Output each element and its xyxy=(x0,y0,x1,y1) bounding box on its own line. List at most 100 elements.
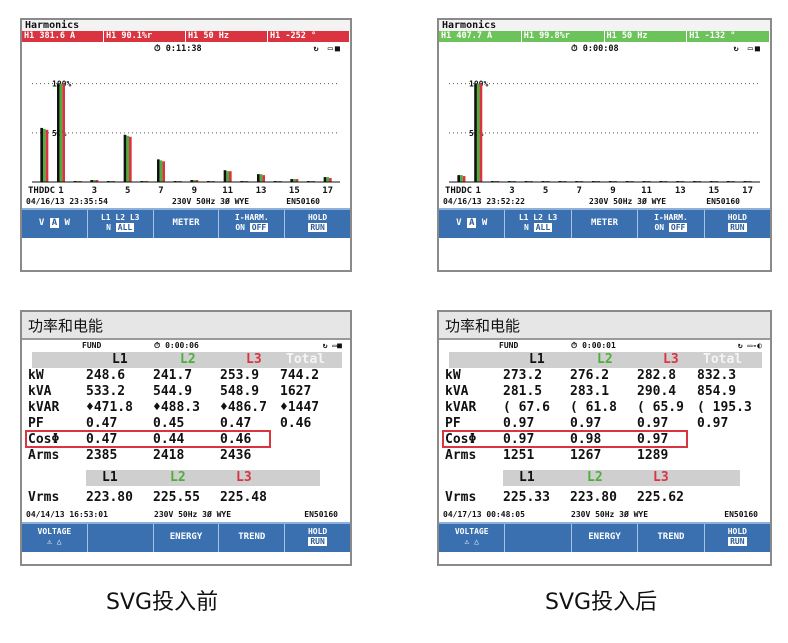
bar-l1-h5 xyxy=(123,134,127,182)
row-vrms: Vrms 225.33 223.80 225.62 xyxy=(445,490,684,505)
reading-current: H1 407.7 A xyxy=(439,31,522,42)
row-kvar: kVAR ♦471.8 ♦488.3 ♦486.7 ♦1447 xyxy=(28,400,320,415)
bar-l3-hthddc xyxy=(462,176,466,182)
reading-frequency: H1 50 Hz xyxy=(605,31,688,42)
row-kvar: kVAR( 67.6( 61.8( 65.9( 195.3 xyxy=(445,400,752,415)
phase-header: L1 L2 L3 Total xyxy=(449,352,762,368)
row-vrms: Vrms 223.80 225.55 225.48 xyxy=(28,490,267,505)
status-icons: ↻ ▭-◐ xyxy=(737,341,762,350)
bar-l2-h1 xyxy=(476,83,480,182)
x-tick-label: 3 xyxy=(509,186,514,196)
phase-softkey[interactable]: L1 L2 L3 N ALL xyxy=(88,210,154,238)
trend-softkey[interactable]: TREND xyxy=(219,524,286,552)
bar-l2-h3 xyxy=(93,180,96,182)
mode-text: FUND xyxy=(499,341,519,350)
hold-softkey[interactable]: HOLD RUN xyxy=(727,527,747,546)
header-total: Total xyxy=(703,352,743,367)
bar-l3-h1 xyxy=(62,83,65,182)
header-l3: L3 xyxy=(246,352,262,367)
bar-l1-hthddc xyxy=(40,127,43,182)
reading-bar: H1 407.7 A H1 99.8%r H1 50 Hz H1 -132 ° xyxy=(439,31,770,42)
bar-l2-h13 xyxy=(259,174,263,182)
hold-softkey[interactable]: HOLD RUN xyxy=(307,213,328,232)
bar-l2-h5 xyxy=(126,135,129,182)
reading-angle: H1 -252 ° xyxy=(268,31,350,42)
x-tick-label: 15 xyxy=(708,186,719,196)
bar-l1-h7 xyxy=(157,159,160,182)
reading-frequency: H1 50 Hz xyxy=(186,31,268,42)
row-arms: Arms 1251 1267 1289 xyxy=(445,448,669,463)
bar-l2-h15 xyxy=(293,179,296,182)
harmonics-screen-after: Harmonics H1 407.7 A H1 99.8%r H1 50 Hz … xyxy=(437,18,772,272)
bar-l3-h9 xyxy=(195,180,199,182)
energy-softkey[interactable]: ENERGY xyxy=(572,524,639,552)
vaw-softkey[interactable]: V A W xyxy=(439,210,506,238)
vaw-softkey[interactable]: V A W xyxy=(22,210,88,238)
blank-softkey[interactable] xyxy=(88,524,154,552)
screen-title: 功率和电能 xyxy=(439,312,770,340)
hold-softkey[interactable]: HOLD RUN xyxy=(727,213,747,232)
bar-l1-h1 xyxy=(57,83,60,182)
iharm-softkey[interactable]: I-HARM. ON OFF xyxy=(638,210,705,238)
energy-softkey[interactable]: ENERGY xyxy=(154,524,220,552)
header-l3: L3 xyxy=(663,352,679,367)
trend-softkey[interactable]: TREND xyxy=(638,524,705,552)
row-kw: kW 273.2 276.2 282.8 832.3 xyxy=(445,368,737,383)
config-text: 230V 50Hz 3Ø WYE xyxy=(571,510,649,519)
standard-text: EN50160 xyxy=(286,197,320,206)
status-line: ⏱ 0:11:38 ↻ ▭■ xyxy=(22,42,350,56)
standard-text: EN50160 xyxy=(706,197,740,206)
bar-l2-h11 xyxy=(226,171,229,182)
pf-highlight-box xyxy=(25,430,271,448)
bar-l2-hthddc xyxy=(43,128,46,182)
bar-l2-h17 xyxy=(326,177,329,182)
voltage-softkey[interactable]: VOLTAGE ⚠ △ xyxy=(22,524,88,552)
standard-text: EN50160 xyxy=(724,510,758,519)
config-text: 230V 50Hz 3Ø WYE xyxy=(172,197,250,206)
x-tick-label: 7 xyxy=(577,186,582,196)
header-l1: L1 xyxy=(112,352,128,367)
harmonics-screen-before: Harmonics H1 381.6 A H1 90.1%r H1 50 Hz … xyxy=(20,18,352,272)
softkey-bar: V A W L1 L2 L3 N ALL METER I-HARM. ON OFF … xyxy=(439,208,770,238)
screen-title: 功率和电能 xyxy=(22,312,350,340)
x-tick-label: 15 xyxy=(289,186,300,196)
reading-percent: H1 90.1%r xyxy=(104,31,186,42)
vrms-header: L1 L2 L3 xyxy=(503,470,740,486)
voltage-softkey[interactable]: VOLTAGE ⚠ △ xyxy=(439,524,506,552)
hold-softkey[interactable]: HOLD RUN xyxy=(307,527,328,546)
timer: ⏱ 0:00:08 xyxy=(571,44,619,54)
mode-text: FUND xyxy=(82,341,102,350)
row-pf: PF 0.47 0.45 0.47 0.46 xyxy=(28,416,312,431)
bar-l3-h13 xyxy=(262,175,265,182)
date-time: 04/16/13 23:35:54 xyxy=(26,197,108,206)
row-cosphi: CosΦ 0.97 0.98 0.97 xyxy=(445,432,669,447)
row-kw: kW 248.6 241.7 253.9 744.2 xyxy=(28,368,320,383)
x-tick-label: 3 xyxy=(92,186,97,196)
x-tick-label: 9 xyxy=(610,186,615,196)
x-tick-label: 17 xyxy=(742,186,753,196)
bar-l3-h11 xyxy=(229,171,232,182)
meter-softkey[interactable]: METER xyxy=(154,210,220,238)
x-tick-label: THDDC xyxy=(445,186,472,196)
power-screen-before: 功率和电能 FUND ⏱ 0:00:06 ↻ ▭■ L1 L2 L3 Total… xyxy=(20,310,352,566)
meter-softkey[interactable]: METER xyxy=(572,210,639,238)
standard-text: EN50160 xyxy=(304,510,338,519)
x-tick-label: 5 xyxy=(543,186,548,196)
x-tick-label: 7 xyxy=(158,186,163,196)
softkey-bar: V A W L1 L2 L3 N ALL METER I-HARM. ON OFF … xyxy=(22,208,350,238)
phase-softkey[interactable]: L1 L2 L3 N ALL xyxy=(505,210,572,238)
timer: ⏱ 0:00:06 xyxy=(154,341,199,350)
x-tick-label: 17 xyxy=(322,186,333,196)
header-l2: L2 xyxy=(597,352,613,367)
bar-l1-h9 xyxy=(190,180,193,182)
screen-title: Harmonics xyxy=(439,20,770,31)
reading-current: H1 381.6 A xyxy=(22,31,104,42)
bar-l1-h13 xyxy=(257,174,260,182)
bar-l1-h17 xyxy=(323,177,327,182)
iharm-softkey[interactable]: I-HARM. ON OFF xyxy=(219,210,286,238)
date-line: 04/17/13 00:48:05 230V 50Hz 3Ø WYE EN501… xyxy=(439,508,770,522)
x-tick-label: 1 xyxy=(58,186,63,196)
blank-softkey[interactable] xyxy=(505,524,572,552)
bar-l2-h1 xyxy=(59,83,63,182)
